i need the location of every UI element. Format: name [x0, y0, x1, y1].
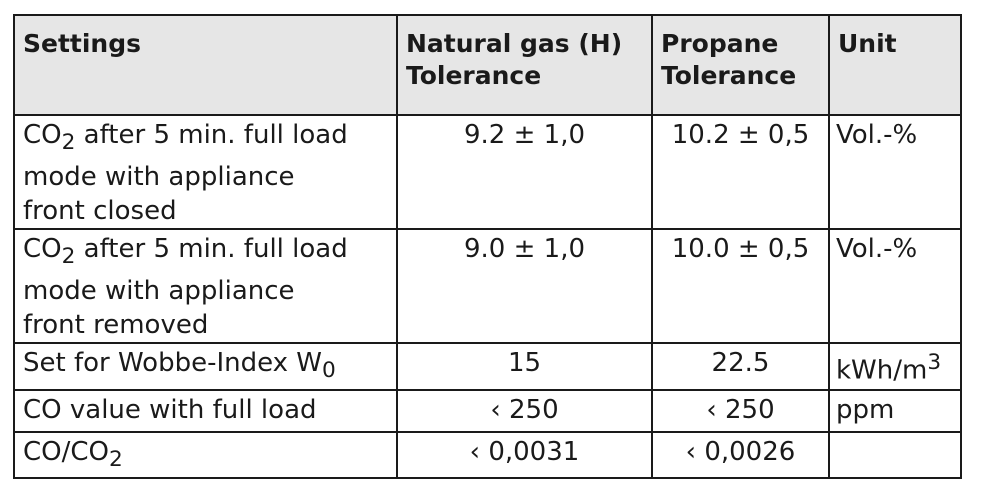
natural-gas-cell: 9.0 ± 1,0 — [396, 228, 653, 345]
table-row: Set for Wobbe-Index W0 15 22.5 kWh/m3 — [13, 342, 962, 391]
table-row: CO2 after 5 min. full load mode with app… — [13, 228, 962, 345]
propane-cell: 10.2 ± 0,5 — [651, 113, 830, 231]
header-unit: Unit — [828, 14, 962, 116]
propane-cell: 22.5 — [651, 342, 830, 391]
table-row: CO2 after 5 min. full load mode with app… — [13, 113, 962, 231]
table-header-row: Settings Natural gas (H) Tolerance Propa… — [13, 14, 962, 116]
natural-gas-cell: ‹ 0,0031 — [396, 430, 653, 479]
settings-table: Settings Natural gas (H) Tolerance Propa… — [13, 14, 962, 479]
setting-cell: CO/CO2 — [13, 430, 398, 479]
setting-cell: CO2 after 5 min. full load mode with app… — [13, 228, 398, 345]
unit-cell: Vol.-% — [828, 228, 962, 345]
propane-cell: 10.0 ± 0,5 — [651, 228, 830, 345]
table-row: CO value with full load ‹ 250 ‹ 250 ppm — [13, 388, 962, 433]
setting-cell: CO value with full load — [13, 388, 398, 433]
table-row: CO/CO2 ‹ 0,0031 ‹ 0,0026 — [13, 430, 962, 479]
header-propane: Propane Tolerance — [651, 14, 830, 116]
unit-cell: kWh/m3 — [828, 342, 962, 391]
setting-cell: Set for Wobbe-Index W0 — [13, 342, 398, 391]
natural-gas-cell: 15 — [396, 342, 653, 391]
header-natural-gas: Natural gas (H) Tolerance — [396, 14, 653, 116]
natural-gas-cell: 9.2 ± 1,0 — [396, 113, 653, 231]
unit-cell: Vol.-% — [828, 113, 962, 231]
propane-cell: ‹ 250 — [651, 388, 830, 433]
unit-cell: ppm — [828, 388, 962, 433]
natural-gas-cell: ‹ 250 — [396, 388, 653, 433]
header-settings: Settings — [13, 14, 398, 116]
propane-cell: ‹ 0,0026 — [651, 430, 830, 479]
unit-cell — [828, 430, 962, 479]
setting-cell: CO2 after 5 min. full load mode with app… — [13, 113, 398, 231]
